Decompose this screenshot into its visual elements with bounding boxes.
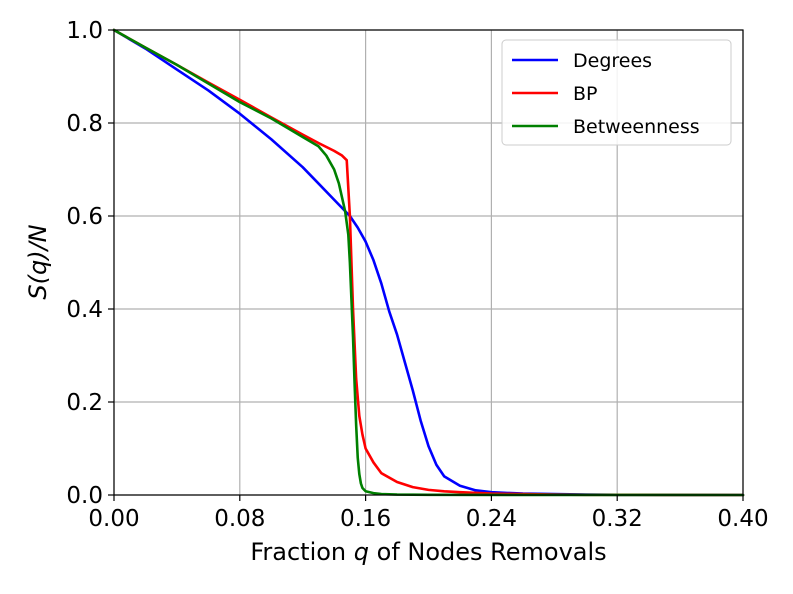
legend-label-bp: BP: [573, 83, 598, 105]
legend-label-betweenness: Betweenness: [573, 116, 700, 138]
x-tick-label: 0.24: [466, 506, 517, 532]
x-tick-label: 0.00: [88, 506, 139, 532]
series-lines: [112, 28, 745, 497]
y-tick-label: 0.2: [66, 390, 103, 416]
legend-label-degrees: Degrees: [573, 50, 652, 72]
x-tick-label: 0.32: [592, 506, 643, 532]
plot-frame: [113, 29, 744, 496]
y-axis-label: S(q)/N: [24, 224, 52, 299]
x-axis-label-variable: q: [354, 538, 369, 566]
x-tick-label: 0.40: [717, 506, 768, 532]
axis-ticks: 0.00 0.08 0.16 0.24 0.32 0.40 0.0 0.2 0.4 0.6 0.8 1…: [66, 18, 768, 532]
y-tick-label: 1.0: [66, 18, 103, 44]
x-tick-label: 0.16: [340, 506, 391, 532]
x-axis-label-prefix: Fraction: [250, 538, 353, 566]
y-tick-label: 0.6: [66, 204, 103, 230]
y-tick-label: 0.0: [66, 483, 103, 509]
y-tick-label: 0.8: [66, 111, 103, 137]
x-tick-label: 0.08: [214, 506, 265, 532]
x-axis-label-suffix: of Nodes Removals: [369, 538, 607, 566]
legend: Degrees BP Betweenness: [501, 39, 732, 146]
y-tick-label: 0.4: [66, 297, 103, 323]
x-axis-label: Fraction q of Nodes Removals: [250, 538, 606, 566]
series-line-betweenness: [112, 28, 745, 497]
legend-box: [501, 39, 732, 146]
